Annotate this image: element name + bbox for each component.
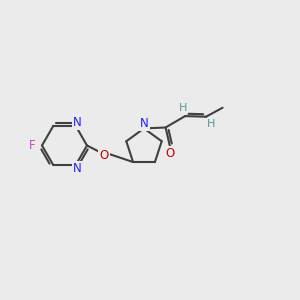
Text: H: H (178, 103, 187, 113)
Text: O: O (166, 147, 175, 160)
Text: N: N (73, 116, 82, 129)
Text: F: F (29, 139, 36, 152)
Text: O: O (100, 149, 109, 162)
Text: N: N (140, 116, 149, 130)
Text: N: N (73, 162, 82, 175)
Text: H: H (206, 119, 215, 129)
